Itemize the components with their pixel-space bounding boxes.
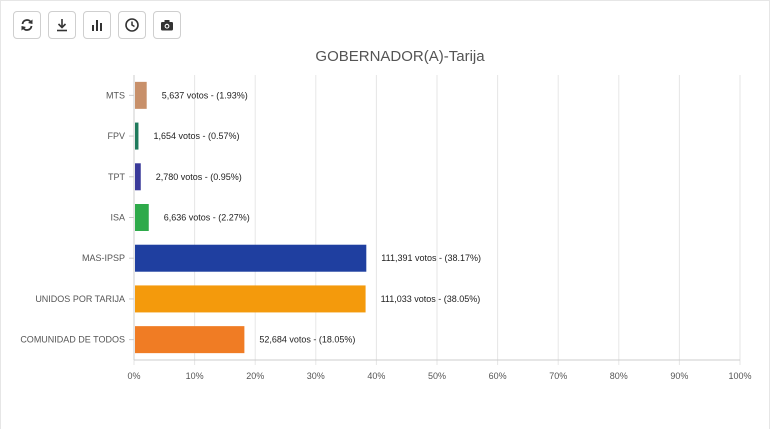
- label-layer: 0% 10% 20% 30% 40% 50% 60% 70% 80% 90% 100% MTS 5,63…: [20, 90, 751, 381]
- data-label: 5,637 votos - (1.93%): [162, 90, 248, 100]
- category-label: TPT: [108, 172, 126, 182]
- category-label: MAS-IPSP: [82, 253, 125, 263]
- download-icon: [57, 19, 67, 32]
- clock-icon: [125, 18, 139, 32]
- category-label: COMUNIDAD DE TODOS: [20, 335, 125, 345]
- bar[interactable]: [135, 244, 367, 272]
- refresh-icon: [21, 19, 33, 31]
- data-label: 52,684 votos - (18.05%): [259, 335, 355, 345]
- x-tick-label: 50%: [428, 371, 446, 381]
- x-tick-label: 0%: [127, 371, 140, 381]
- category-label: FPV: [107, 131, 125, 141]
- category-label: MTS: [106, 90, 125, 100]
- bar-layer: [135, 81, 367, 354]
- data-label: 2,780 votos - (0.95%): [156, 172, 242, 182]
- x-tick-label: 40%: [367, 371, 385, 381]
- x-tick-label: 60%: [489, 371, 507, 381]
- chart-toolbar: [13, 11, 181, 39]
- x-tick-label: 80%: [610, 371, 628, 381]
- x-tick-label: 100%: [728, 371, 751, 381]
- data-label: 6,636 votos - (2.27%): [164, 213, 250, 223]
- bar[interactable]: [135, 204, 149, 231]
- chart-title: GOBERNADOR(A)-Tarija: [315, 48, 485, 65]
- screenshot-button[interactable]: [153, 11, 181, 39]
- data-label: 111,391 votos - (38.17%): [381, 253, 481, 263]
- bar-chart-icon: [92, 20, 102, 31]
- refresh-button[interactable]: [13, 11, 41, 39]
- data-label: 111,033 votos - (38.05%): [381, 294, 481, 304]
- bar[interactable]: [135, 81, 147, 109]
- bar-chart-button[interactable]: [83, 11, 111, 39]
- x-tick-label: 20%: [246, 371, 264, 381]
- bar[interactable]: [135, 285, 366, 313]
- bar[interactable]: [135, 163, 141, 191]
- data-label: 1,654 votos - (0.57%): [153, 131, 239, 141]
- x-tick-label: 90%: [670, 371, 688, 381]
- history-button[interactable]: [118, 11, 146, 39]
- download-button[interactable]: [48, 11, 76, 39]
- x-tick-label: 10%: [186, 371, 204, 381]
- category-label: UNIDOS POR TARIJA: [35, 294, 125, 304]
- bar[interactable]: [135, 122, 139, 150]
- category-label: ISA: [110, 213, 125, 223]
- bar[interactable]: [135, 326, 245, 354]
- x-tick-label: 30%: [307, 371, 325, 381]
- camera-icon: [161, 20, 173, 31]
- grid-layer: [129, 75, 741, 365]
- x-tick-label: 70%: [549, 371, 567, 381]
